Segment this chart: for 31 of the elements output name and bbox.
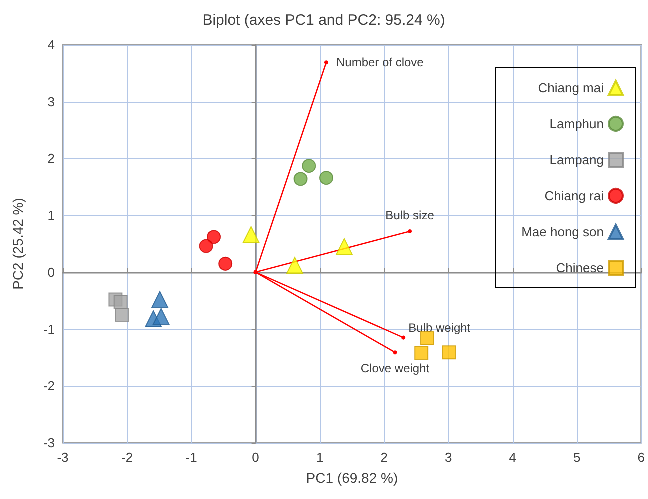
x-tick-label: -1 [186,450,198,465]
y-axis-title: PC2 (25.42 %) [10,198,26,290]
y-tick-label: -1 [43,322,55,337]
y-tick-label: 1 [48,208,55,224]
y-tick-label: 0 [48,264,55,280]
x-tick-label: 3 [444,450,452,465]
series-label: Bulb size [386,208,435,222]
y-tick-label: 3 [48,94,55,110]
y-tick-label: 4 [48,38,55,52]
legend-label: Lamphun [550,116,604,132]
legend-label: Chinese [556,260,604,276]
series-label: Bulb weight [408,320,472,335]
x-tick-label: 0 [252,450,260,465]
legend-label: Lampang [550,152,604,168]
legend-label: Mae hong son [522,224,604,240]
series-label: Clove weight [360,362,430,376]
x-tick-label: 1 [316,450,324,465]
x-tick-label: -2 [121,450,134,465]
series-label: Number of clove [336,56,424,70]
x-tick-label: 6 [638,450,645,465]
x-axis-title: PC1 (69.82 %) [306,470,398,486]
y-tick-label: -2 [43,378,55,394]
y-tick-label: 2 [48,151,55,166]
x-tick-label: 2 [380,450,388,465]
chart-title: Biplot (axes PC1 and PC2: 95.24 %) [202,12,446,29]
y-tick-label: -3 [43,436,55,450]
x-tick-label: 5 [574,450,581,465]
x-tick-label: 4 [509,450,516,465]
x-tick-label: -3 [57,450,69,465]
legend-label: Chiang mai [538,80,604,96]
legend-label: Chiang rai [544,188,604,204]
